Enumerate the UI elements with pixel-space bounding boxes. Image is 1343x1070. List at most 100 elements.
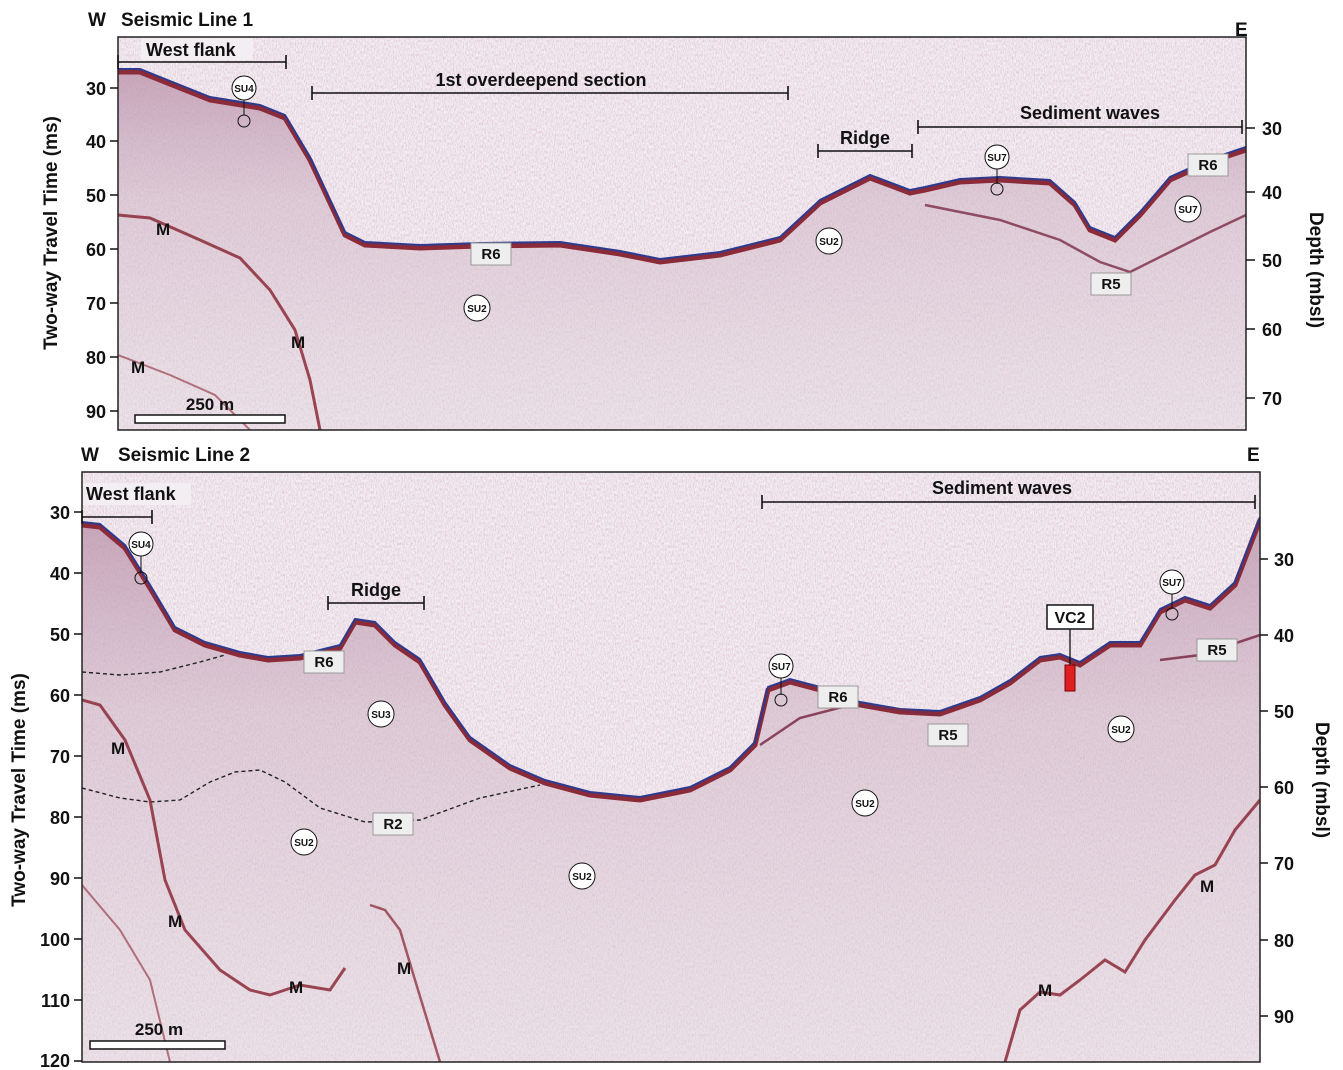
twt-tick: 110 [41, 991, 70, 1011]
twt-tick: 40 [50, 564, 70, 584]
multiple-label: M [131, 358, 145, 377]
multiple-label: M [1038, 981, 1052, 1000]
panel-seismic-line-1: W Seismic Line 1 E Two-way Travel Time (… [41, 10, 1326, 431]
seabed-reflector-blue [118, 68, 1246, 261]
scale-bar: 250 m [89, 1020, 226, 1050]
depth-tick: 70 [1274, 854, 1294, 874]
depth-tick: 50 [1262, 251, 1282, 271]
depth-tick: 30 [1274, 550, 1294, 570]
depth-tick: 60 [1274, 778, 1294, 798]
twt-tick: 80 [86, 348, 106, 368]
unit-marker-su2: SU2 [463, 294, 491, 322]
svg-text:SU7: SU7 [987, 153, 1007, 164]
svg-text:R5: R5 [1101, 276, 1120, 293]
svg-text:SU7: SU7 [1162, 578, 1182, 589]
svg-text:250 m: 250 m [135, 1020, 183, 1039]
multiple-m-deep-line1 [118, 354, 251, 430]
section-west-flank: West flank [117, 38, 287, 69]
twt-tick: 60 [50, 686, 70, 706]
section-west-flank: West flank [81, 483, 191, 524]
east-label: E [1247, 445, 1260, 466]
twt-tick: 90 [50, 869, 70, 889]
svg-text:SU4: SU4 [131, 540, 151, 551]
unit-marker-su2: SU2 [815, 227, 843, 255]
reflector-label-r5: R5 [1090, 272, 1132, 296]
svg-text:SU2: SU2 [294, 838, 314, 849]
multiple-label: M [291, 333, 305, 352]
depth-tick: 90 [1274, 1007, 1294, 1027]
svg-text:R5: R5 [938, 727, 957, 744]
svg-text:SU3: SU3 [371, 710, 391, 721]
svg-text:SU4: SU4 [234, 84, 254, 95]
profile-frame [117, 36, 1247, 431]
seabed-reflector-red [82, 519, 1260, 803]
multiple-label: M [397, 959, 411, 978]
section-1st-overdeepend: 1st overdeepend section [311, 70, 789, 100]
twt-tick: 30 [50, 503, 70, 523]
svg-text:West flank: West flank [86, 484, 177, 504]
scale-bar: 250 m [134, 395, 286, 424]
twt-tick: 70 [50, 747, 70, 767]
unit-marker-su7: SU7 [1159, 569, 1185, 621]
unit-marker-su7: SU7 [768, 653, 794, 707]
unit-marker-su2: SU2 [851, 789, 879, 817]
depth-axis: 30 40 50 60 70 [1246, 119, 1282, 409]
reflector-label-r5: R5 [927, 723, 969, 747]
multiple-label: M [289, 978, 303, 997]
svg-text:Ridge: Ridge [351, 580, 401, 600]
svg-text:250 m: 250 m [186, 395, 234, 414]
svg-text:SU2: SU2 [467, 304, 487, 315]
reflector-label-r6: R6 [303, 650, 345, 674]
seabed-reflector-blue [82, 516, 1260, 799]
panel-seismic-line-2: W Seismic Line 2 E Two-way Travel Time (… [9, 445, 1332, 1070]
svg-text:Ridge: Ridge [840, 128, 890, 148]
reflector-label-r5: R5 [1196, 638, 1238, 662]
svg-text:SU2: SU2 [855, 799, 875, 810]
reflector-label-r6: R6 [470, 242, 512, 266]
unit-marker-su2: SU2 [1107, 715, 1135, 743]
seabed-reflector-red [118, 69, 1246, 265]
twt-tick: 90 [86, 402, 106, 422]
unit-marker-su2: SU2 [290, 828, 318, 856]
reflector-label-r2: R2 [372, 812, 414, 836]
svg-text:SU7: SU7 [771, 662, 791, 673]
svg-text:R6: R6 [1198, 157, 1217, 174]
svg-text:SU2: SU2 [819, 237, 839, 248]
section-ridge: Ridge [817, 128, 913, 158]
multiple-m-line2d [82, 884, 171, 1062]
depth-tick: 40 [1262, 183, 1282, 203]
svg-text:SU7: SU7 [1178, 205, 1198, 216]
sediment-body [118, 72, 1246, 430]
reflector-label-r6: R6 [817, 685, 859, 709]
depth-tick: 40 [1274, 626, 1294, 646]
depth-axis: 30 40 50 60 70 80 90 [1260, 550, 1294, 1027]
svg-text:West flank: West flank [146, 40, 237, 60]
depth-tick: 50 [1274, 702, 1294, 722]
multiple-m-line2b [369, 903, 442, 1062]
multiple-label: M [156, 220, 170, 239]
twt-tick: 40 [86, 132, 106, 152]
unit-marker-su4: SU4 [128, 531, 154, 585]
svg-text:R6: R6 [481, 246, 500, 263]
svg-text:R2: R2 [383, 816, 402, 833]
depth-tick: 60 [1262, 320, 1282, 340]
svg-text:R6: R6 [828, 689, 847, 706]
multiple-m-line2 [82, 698, 347, 997]
svg-text:Sediment waves: Sediment waves [1020, 103, 1160, 123]
sediment-body [82, 520, 1260, 1062]
svg-text:R6: R6 [314, 654, 333, 671]
twt-axis: 30 40 50 60 70 80 90 100 110 120 [40, 503, 82, 1070]
twt-tick: 60 [86, 240, 106, 260]
twt-tick: 100 [40, 930, 70, 950]
core-vc2: VC2 [1046, 604, 1094, 692]
multiple-m-line2c [1003, 799, 1260, 1062]
svg-text:1st overdeepend section: 1st overdeepend section [435, 70, 646, 90]
svg-text:Sediment waves: Sediment waves [932, 478, 1072, 498]
reflector-r5-line1 [924, 203, 1246, 274]
depth-tick: 30 [1262, 119, 1282, 139]
depth-tick: 70 [1262, 389, 1282, 409]
unit-marker-su3: SU3 [367, 700, 395, 728]
section-ridge: Ridge [327, 580, 425, 610]
svg-text:SU2: SU2 [1111, 725, 1131, 736]
